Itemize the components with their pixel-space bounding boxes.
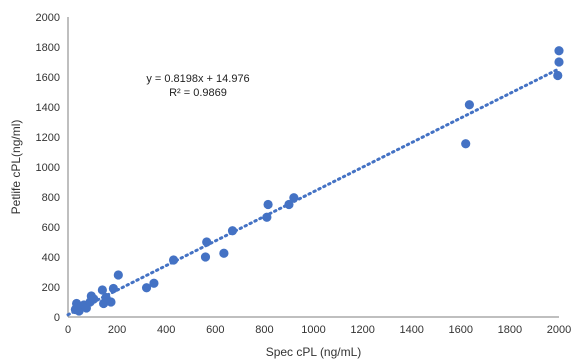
y-tick-label: 1200	[36, 132, 60, 144]
x-tick-label: 600	[206, 324, 224, 336]
y-tick-label: 1000	[36, 162, 60, 174]
y-tick-label: 2000	[36, 12, 60, 24]
data-point	[219, 248, 229, 258]
x-tick-label: 1000	[301, 324, 325, 336]
x-tick-label: 400	[157, 324, 175, 336]
data-point	[106, 297, 116, 307]
trendline-equation: y = 0.8198x + 14.976	[146, 73, 249, 85]
y-tick-label: 1400	[36, 102, 60, 114]
x-tick-label: 1800	[498, 324, 522, 336]
data-point	[263, 199, 273, 210]
x-tick-label: 2000	[547, 324, 571, 336]
data-point	[464, 100, 474, 110]
data-point	[553, 70, 563, 81]
data-point	[284, 199, 294, 210]
axes	[67, 17, 559, 318]
data-point	[89, 294, 99, 304]
data-points	[70, 46, 564, 316]
y-tick-label: 1600	[36, 72, 60, 84]
x-tick-label: 1600	[449, 324, 473, 336]
y-tick-label: 400	[42, 252, 60, 264]
trendline-group	[66, 67, 561, 317]
tick-labels: 0 200 400 600 800 1000 1200 1400 1600 1800 2000 0 20…	[36, 12, 572, 336]
data-point	[262, 212, 272, 222]
data-point	[168, 255, 179, 265]
data-point	[554, 57, 564, 67]
data-point	[113, 270, 123, 280]
y-axis-title: Petlife cPL(ng/ml)	[9, 120, 23, 215]
data-point	[202, 237, 212, 247]
trendline-r-squared: R² = 0.9869	[169, 87, 227, 99]
y-tick-label: 600	[42, 222, 60, 234]
x-tick-label: 1400	[399, 324, 423, 336]
data-point	[461, 139, 471, 149]
x-tick-label: 800	[255, 324, 273, 336]
data-point	[289, 193, 299, 203]
data-point	[97, 285, 107, 295]
x-tick-label: 1200	[350, 324, 374, 336]
data-point	[141, 283, 152, 293]
x-tick-label: 200	[108, 324, 126, 336]
data-point	[149, 278, 159, 288]
y-tick-label: 0	[54, 312, 60, 324]
data-point	[200, 252, 211, 262]
y-tick-label: 800	[42, 192, 60, 204]
x-axis-title: Spec cPL (ng/mL)	[266, 345, 362, 359]
data-point	[108, 283, 119, 294]
data-point	[227, 226, 238, 236]
y-tick-label: 1800	[36, 42, 60, 54]
x-tick-label: 0	[65, 324, 71, 336]
trendline	[66, 67, 561, 317]
data-point	[554, 46, 564, 56]
y-tick-label: 200	[42, 282, 60, 294]
